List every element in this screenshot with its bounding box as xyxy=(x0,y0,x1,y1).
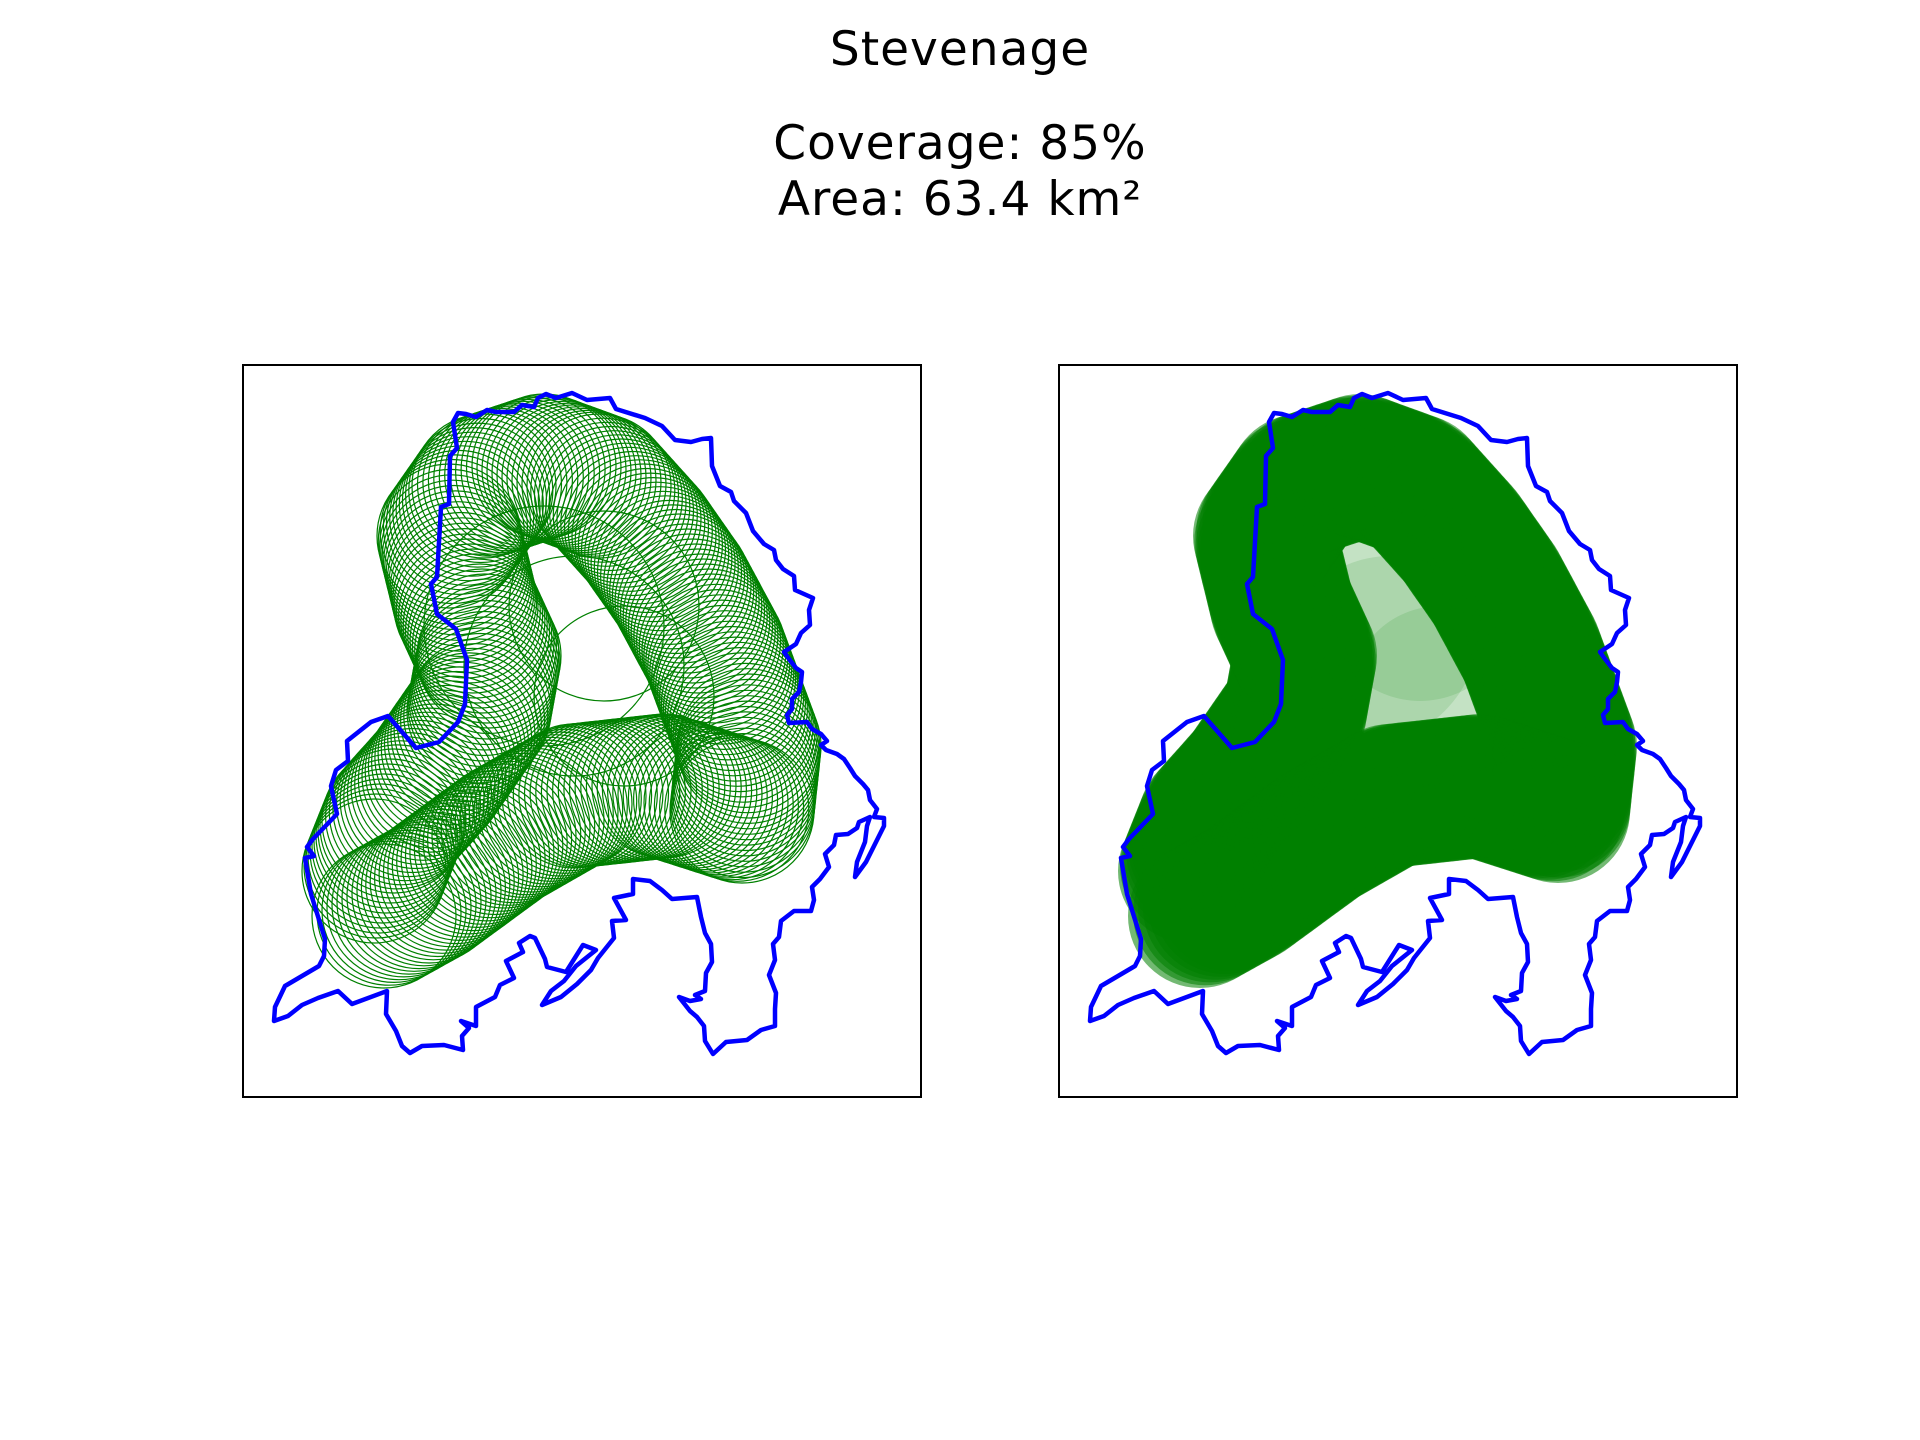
coverage-circle-outline xyxy=(636,568,782,714)
coverage-circle-outline xyxy=(501,404,647,550)
coverage-circle-outline xyxy=(552,442,698,588)
coverage-circle-outline xyxy=(400,786,546,932)
coverage-circle-outline xyxy=(346,719,493,865)
coverage-circle-outline xyxy=(402,553,548,699)
coverage-circle-outline xyxy=(614,528,760,674)
coverage-circle-outline xyxy=(328,740,474,886)
coverage-circle-outline xyxy=(414,578,560,724)
coverage-circle-outline xyxy=(433,406,579,552)
coverage-circle-outline xyxy=(660,631,806,777)
coverage-circle-outline xyxy=(612,720,758,866)
coverage-circle-outline xyxy=(587,486,733,632)
coverage-circle-outline xyxy=(369,808,515,954)
coverage-circle-outline xyxy=(607,718,753,864)
coverage-circle-outline xyxy=(415,588,561,735)
coverage-circle-outline xyxy=(508,510,700,702)
coverage-circle-outline xyxy=(360,815,506,961)
coverage-circle-outline xyxy=(346,823,492,970)
map-canvas-outline xyxy=(271,390,887,1057)
map-canvas-filled xyxy=(1087,390,1703,1057)
coverage-circle-outline xyxy=(382,454,528,600)
coverage-circle-outline xyxy=(367,694,513,840)
coverage-circle-outline xyxy=(438,404,584,550)
coverage-circle-outline xyxy=(622,723,768,869)
coverage-circle-outline xyxy=(601,716,747,862)
coverage-circle-outline xyxy=(496,402,642,548)
coverage-circle-outline xyxy=(625,548,771,694)
map-panel-outline-circles xyxy=(242,364,922,1098)
coverage-circle-outline xyxy=(427,766,573,912)
coverage-circle-outline xyxy=(537,425,683,572)
coverage-circle-fills xyxy=(1118,394,1637,988)
stevenage-boundary xyxy=(1087,390,1703,1057)
area-text: Area: 63.4 km² xyxy=(777,172,1143,227)
coverage-circle-fill xyxy=(1325,511,1515,701)
coverage-circle-outline xyxy=(445,755,591,901)
coverage-circle-outline xyxy=(331,832,477,978)
coverage-circle-outline xyxy=(455,398,601,545)
coverage-text: Coverage: 85% xyxy=(773,116,1147,171)
coverage-circle-outline xyxy=(321,748,467,894)
coverage-circle-outline xyxy=(627,725,773,871)
coverage-circle-fill xyxy=(1280,556,1500,776)
coverage-circle-outline xyxy=(487,731,633,877)
coverage-circle-outline xyxy=(378,802,524,948)
coverage-circle-outline xyxy=(409,568,555,714)
map-panel-filled-circles xyxy=(1058,364,1738,1098)
coverage-circle-outline xyxy=(382,490,529,636)
coverage-circle-outline xyxy=(533,421,680,567)
coverage-circle-outline xyxy=(341,826,487,972)
coverage-circle-outline xyxy=(374,805,520,951)
coverage-circle-fill xyxy=(1350,606,1530,786)
coverage-circle-outlines xyxy=(301,393,822,989)
coverage-circle-outline xyxy=(389,445,535,591)
coverage-circle-outline xyxy=(357,707,503,853)
coverage-circle-outline xyxy=(407,563,553,709)
coverage-circle-outline xyxy=(326,835,472,981)
coverage-circle-outline xyxy=(404,782,551,928)
coverage-circle-outline xyxy=(580,477,727,623)
coverage-circle-outline xyxy=(398,543,544,689)
coverage-circle-outline xyxy=(422,769,568,916)
coverage-circle-outline xyxy=(321,837,467,984)
coverage-circle-outline xyxy=(416,583,562,729)
coverage-circle-outline xyxy=(365,811,511,958)
coverage-circle-outline xyxy=(584,481,730,627)
coverage-circle-outline xyxy=(459,747,605,893)
coverage-circle-outline xyxy=(311,773,457,919)
coverage-circle-outline xyxy=(511,407,657,554)
coverage-circle-fill xyxy=(1128,844,1272,988)
coverage-circle-outline xyxy=(560,450,706,597)
coverage-circle-outline xyxy=(336,829,482,975)
stevenage-boundary xyxy=(271,390,887,1057)
coverage-circle-outline xyxy=(501,723,647,869)
coverage-circle-outline xyxy=(431,763,577,909)
figure-title: Stevenage xyxy=(829,22,1091,77)
coverage-circle-outline xyxy=(412,605,558,751)
coverage-circle-outline xyxy=(423,505,665,747)
coverage-circle-outline xyxy=(351,821,497,967)
coverage-circle-outline xyxy=(396,789,542,935)
coverage-circle-outline xyxy=(395,436,541,582)
coverage-circle-outline xyxy=(436,760,582,906)
coverage-circle-outline xyxy=(492,728,638,874)
coverage-circle-outline xyxy=(311,843,457,989)
coverage-circle-outline xyxy=(418,773,564,919)
coverage-circle-outline xyxy=(391,792,537,938)
coverage-circle-outline xyxy=(521,411,667,557)
coverage-circle-fill xyxy=(1240,506,1480,746)
coverage-circle-outline xyxy=(382,799,529,945)
coverage-circle-outline xyxy=(463,555,685,777)
coverage-circle-outline xyxy=(567,459,713,605)
coverage-circle-outline xyxy=(533,605,715,787)
coverage-circle-outline xyxy=(496,726,642,872)
coverage-circle-outline xyxy=(440,758,586,904)
coverage-circle-outline xyxy=(530,417,676,563)
coverage-circle-outline xyxy=(356,818,502,964)
coverage-circle-outline xyxy=(319,753,465,899)
coverage-circle-outline xyxy=(361,703,507,849)
coverage-circle-outline xyxy=(556,446,702,592)
